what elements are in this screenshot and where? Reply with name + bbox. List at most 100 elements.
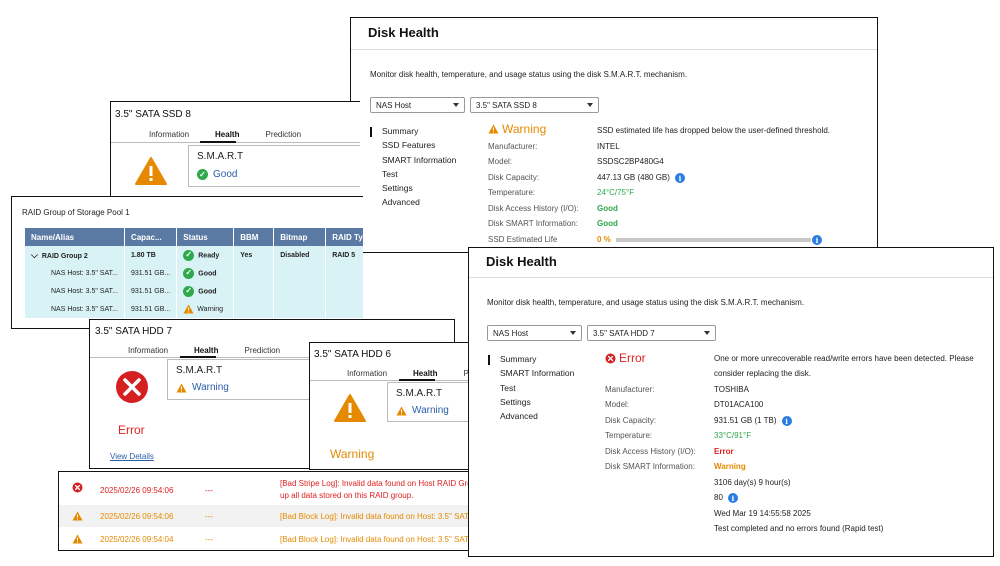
host-select-value: NAS Host <box>376 101 412 110</box>
nav-item-smart-information[interactable]: SMART Information <box>382 154 457 165</box>
row-raid-type: RAID 5 <box>325 246 363 264</box>
row-status: ✓ Good <box>176 282 235 300</box>
col-bitmap[interactable]: Bitmap <box>273 228 327 246</box>
row-bitmap <box>273 300 327 318</box>
raid-group-panel: RAID Group of Storage Pool 1 Name/Alias … <box>11 196 363 329</box>
tab-divider <box>310 380 474 381</box>
panel-title: 3.5" SATA HDD 6 <box>314 349 392 360</box>
temperature-value: 33°C/91°F <box>714 431 752 440</box>
health-text: 80 <box>714 493 723 503</box>
tab-health[interactable]: Health <box>413 369 438 378</box>
smart-info-value: Good <box>597 219 618 228</box>
row-status: ✓ Good <box>176 264 235 282</box>
row-capacity: 1.80 TB <box>124 246 178 264</box>
log-user: --- <box>205 512 213 521</box>
status-message-cont: consider replacing the disk. <box>714 369 811 378</box>
smart-info-value: Warning <box>714 462 746 471</box>
field-label: Disk SMART Information: <box>605 462 695 471</box>
host-select[interactable]: NAS Host <box>487 325 582 341</box>
nav-item-settings[interactable]: Settings <box>500 396 531 407</box>
panel-title: 3.5" SATA HDD 7 <box>95 326 173 337</box>
warning-icon <box>176 383 187 392</box>
warning-triangle-icon <box>135 157 167 185</box>
table-row[interactable]: ⌵ RAID Group 2 1.80 TB ✓ Ready Yes Disable… <box>25 246 363 264</box>
table-row[interactable]: NAS Host: 3.5" SAT... 931.51 GB... ✓ Good <box>25 282 363 300</box>
tab-information[interactable]: Information <box>149 130 190 139</box>
capacity-value: 447.13 GB (480 GB) i <box>597 173 685 183</box>
host-select[interactable]: NAS Host <box>370 97 465 113</box>
log-user: --- <box>205 486 213 495</box>
smart-title: S.M.A.R.T <box>176 365 223 376</box>
smart-status: Warning <box>176 382 229 393</box>
row-capacity: 931.51 GB... <box>124 264 178 282</box>
chevron-down-icon <box>453 103 459 107</box>
col-name[interactable]: Name/Alias <box>25 228 125 246</box>
big-status-text: Error <box>118 423 145 437</box>
col-status[interactable]: Status <box>176 228 235 246</box>
warning-icon <box>488 124 499 134</box>
nav-item-test[interactable]: Test <box>382 168 398 179</box>
row-raid-type <box>325 300 363 318</box>
col-capacity[interactable]: Capac... <box>124 228 178 246</box>
nav-item-ssd-features[interactable]: SSD Features <box>382 140 436 151</box>
col-bbm[interactable]: BBM <box>233 228 275 246</box>
field-label: Model: <box>488 157 513 166</box>
view-details-link[interactable]: View Details <box>110 452 154 461</box>
access-history-value: Good <box>597 204 618 213</box>
ssd8-health-panel: 3.5" SATA SSD 8 Information Health Predi… <box>110 101 360 201</box>
manufacturer-value: TOSHIBA <box>714 385 749 394</box>
field-label: Model: <box>605 400 630 409</box>
nav-item-summary[interactable]: Summary <box>369 126 456 140</box>
side-nav: Summary SMART Information Test Settings … <box>487 354 575 425</box>
check-circle-icon: ✓ <box>183 267 195 279</box>
model-value: SSDSC2BP480G4 <box>597 157 664 166</box>
nav-item-advanced[interactable]: Advanced <box>500 411 538 422</box>
nav-item-smart-information[interactable]: SMART Information <box>500 368 575 379</box>
tab-divider <box>90 357 454 358</box>
chevron-down-icon <box>587 103 593 107</box>
row-name: ⌵ RAID Group 2 <box>25 246 125 264</box>
access-history-value: Error <box>714 447 734 456</box>
tab-information[interactable]: Information <box>347 369 388 378</box>
tab-prediction[interactable]: Prediction <box>244 346 281 355</box>
check-circle-icon: ✓ <box>183 249 195 261</box>
panel-title: 3.5" SATA SSD 8 <box>115 109 191 120</box>
nav-item-advanced[interactable]: Advanced <box>382 197 420 208</box>
info-icon[interactable]: i <box>727 493 738 503</box>
col-raid-type[interactable]: RAID Ty <box>325 228 363 246</box>
tab-health[interactable]: Health <box>215 130 240 139</box>
info-icon[interactable]: i <box>674 173 685 183</box>
field-label: Manufacturer: <box>605 385 655 394</box>
tab-health[interactable]: Health <box>194 346 219 355</box>
big-status-text: Warning <box>330 447 375 461</box>
row-capacity: 931.51 GB... <box>124 300 178 318</box>
error-circle-icon <box>116 371 148 403</box>
table-row[interactable]: NAS Host: 3.5" SAT... 931.51 GB... ✓ Good <box>25 264 363 282</box>
window-title: Disk Health <box>486 254 557 269</box>
disk-select[interactable]: 3.5" SATA SSD 8 <box>470 97 599 113</box>
tab-information[interactable]: Information <box>128 346 169 355</box>
nav-item-test[interactable]: Test <box>500 382 516 393</box>
test-result-value: Test completed and no errors found (Rapi… <box>714 524 884 533</box>
description: Monitor disk health, temperature, and us… <box>487 298 805 307</box>
check-circle-icon: ✓ <box>183 285 195 297</box>
event-log-panel: 2025/02/26 09:54:06 --- [Bad Stripe Log]… <box>58 471 691 551</box>
info-icon[interactable]: i <box>781 416 792 426</box>
table-row[interactable]: NAS Host: 3.5" SAT... 931.51 GB... Warni… <box>25 300 363 318</box>
info-icon[interactable]: i <box>812 235 822 245</box>
smart-box: S.M.A.R.T ✓ Good <box>188 145 360 187</box>
nav-item-settings[interactable]: Settings <box>382 183 413 194</box>
smart-status-text: Good <box>213 169 238 180</box>
field-label: Disk Capacity: <box>488 173 540 182</box>
nav-item-summary[interactable]: Summary <box>487 354 574 368</box>
warning-icon <box>396 406 407 415</box>
field-label: Disk Access History (I/O): <box>605 447 696 456</box>
chevron-down-icon[interactable]: ⌵ <box>31 249 38 260</box>
log-time: 2025/02/26 09:54:06 <box>100 512 174 521</box>
disk-select[interactable]: 3.5" SATA HDD 7 <box>587 325 716 341</box>
tab-prediction[interactable]: Prediction <box>265 130 302 139</box>
row-status: ✓ Ready <box>176 246 235 264</box>
status-message: SSD estimated life has dropped below the… <box>597 126 831 135</box>
status-text: Error <box>619 351 646 365</box>
row-status-text: Ready <box>198 252 220 259</box>
